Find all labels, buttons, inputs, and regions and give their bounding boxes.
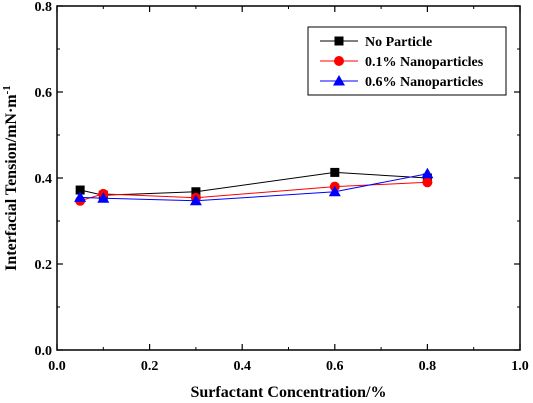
series-triangle	[74, 167, 434, 206]
series-circle	[75, 177, 433, 206]
y-axis-title-text: Interfacial Tension/mN·m	[3, 94, 20, 271]
legend-item: 0.6% Nanoparticles	[320, 75, 484, 90]
legend-item: No Particle	[320, 35, 432, 50]
legend-label: 0.1% Nanoparticles	[365, 55, 484, 70]
series-line	[80, 173, 428, 202]
data-point	[189, 194, 202, 206]
axis-ticks: 0.0 0.2 0.4 0.6 0.8 1.0 0.0 0.2 0.4 0.6 0.8	[35, 0, 529, 374]
legend-marker	[334, 36, 344, 46]
y-tick-label: 0.4	[35, 172, 53, 187]
data-point	[75, 185, 85, 195]
x-tick-label: 0.0	[48, 359, 66, 374]
series-layer	[74, 167, 434, 206]
x-axis-title: Surfactant Concentration/%	[191, 384, 387, 401]
data-point	[422, 177, 433, 188]
x-tick-label: 0.8	[419, 359, 437, 374]
y-tick-label: 0.6	[35, 86, 53, 101]
x-tick-label: 0.2	[141, 359, 159, 374]
x-tick-label: 1.0	[511, 359, 529, 374]
legend-marker	[334, 56, 344, 66]
x-tick-label: 0.6	[326, 359, 344, 374]
y-axis-title-superscript: -1	[1, 85, 13, 94]
y-axis-title: Interfacial Tension/mN·m-1	[1, 85, 20, 271]
data-point	[74, 191, 87, 202]
legend: No Particle 0.1% Nanoparticles 0.6% Nanopa…	[307, 26, 507, 96]
data-point	[330, 167, 340, 177]
data-point	[328, 185, 341, 197]
svg-text:Interfacial Tension/mN·m-1: Interfacial Tension/mN·m-1	[1, 85, 20, 271]
data-point	[191, 187, 201, 197]
data-point	[421, 167, 434, 179]
legend-label: No Particle	[365, 35, 432, 50]
legend-marker	[333, 75, 345, 86]
legend-label: 0.6% Nanoparticles	[365, 75, 484, 90]
legend-item: 0.1% Nanoparticles	[320, 55, 484, 70]
series-line	[80, 181, 428, 202]
y-tick-label: 0.2	[35, 258, 53, 273]
x-tick-label: 0.4	[233, 359, 251, 374]
data-point	[97, 192, 110, 203]
y-tick-label: 0.0	[35, 344, 53, 359]
y-tick-label: 0.8	[35, 0, 53, 15]
